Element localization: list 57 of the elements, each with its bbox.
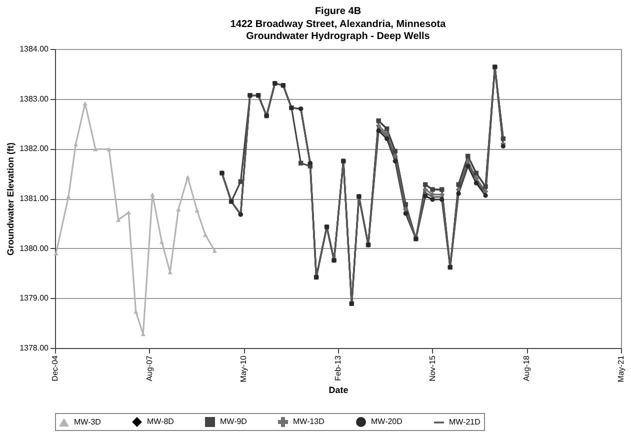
point — [212, 248, 218, 253]
point — [430, 192, 435, 197]
point — [82, 101, 88, 106]
point — [194, 208, 200, 212]
point — [150, 192, 155, 197]
point — [185, 175, 190, 180]
legend-label: MW-20D — [371, 417, 403, 426]
y-tick-label: 1381.00 — [20, 194, 50, 203]
point — [474, 176, 479, 180]
x-tick-label: Nov-15 — [428, 354, 437, 382]
point — [440, 197, 444, 202]
point — [54, 251, 58, 256]
point — [203, 232, 208, 237]
x-tick-label: May-21 — [616, 354, 626, 382]
legend-label: MW-8D — [147, 417, 174, 426]
x-tick-label: May-10 — [239, 354, 248, 382]
point — [403, 207, 408, 212]
y-tick-label: 1380.00 — [20, 244, 50, 253]
point — [298, 160, 304, 166]
point — [376, 128, 381, 134]
point — [392, 158, 398, 164]
point — [384, 131, 390, 136]
point — [376, 123, 381, 128]
point — [430, 197, 435, 202]
y-tick-label: 1383.00 — [20, 94, 50, 104]
x-tick-label: Aug-18 — [522, 354, 532, 382]
point — [466, 164, 470, 168]
point — [474, 180, 479, 186]
y-tick-label: 1384.00 — [20, 44, 50, 54]
point — [384, 136, 390, 142]
y-tick-label: 1378.00 — [20, 344, 50, 352]
point — [466, 158, 470, 164]
legend-label: MW-3D — [74, 417, 102, 426]
x-tick-label: Feb-13 — [334, 354, 342, 381]
legend-label: MW-21D — [449, 418, 481, 426]
chart-subtitle: 1422 Broadway Street, Alexandria, Minnesota Groundwater Hydrograph - Deep Wells — [230, 19, 446, 42]
point — [500, 144, 506, 149]
point — [238, 179, 243, 184]
legend-label: MW-9D — [220, 417, 248, 426]
point — [483, 189, 488, 194]
point — [440, 192, 444, 197]
x-tick-label: Aug-07 — [144, 354, 154, 382]
x-tick-label: Dec-04 — [50, 354, 60, 382]
point — [483, 193, 488, 198]
y-tick-label: 1382.00 — [20, 144, 50, 154]
y-tick-label: 1379.00 — [20, 294, 50, 303]
point — [423, 194, 428, 198]
x-axis-title: Date — [328, 385, 348, 396]
point — [73, 142, 78, 146]
point — [403, 211, 408, 216]
point — [392, 154, 398, 158]
point — [456, 187, 461, 192]
point — [423, 187, 428, 192]
point — [456, 191, 461, 196]
y-axis-title: Groundwater Elevation (ft) — [6, 142, 16, 256]
chart-title: Figure 4B — [314, 6, 362, 17]
legend-label: MW-13D — [293, 417, 325, 426]
